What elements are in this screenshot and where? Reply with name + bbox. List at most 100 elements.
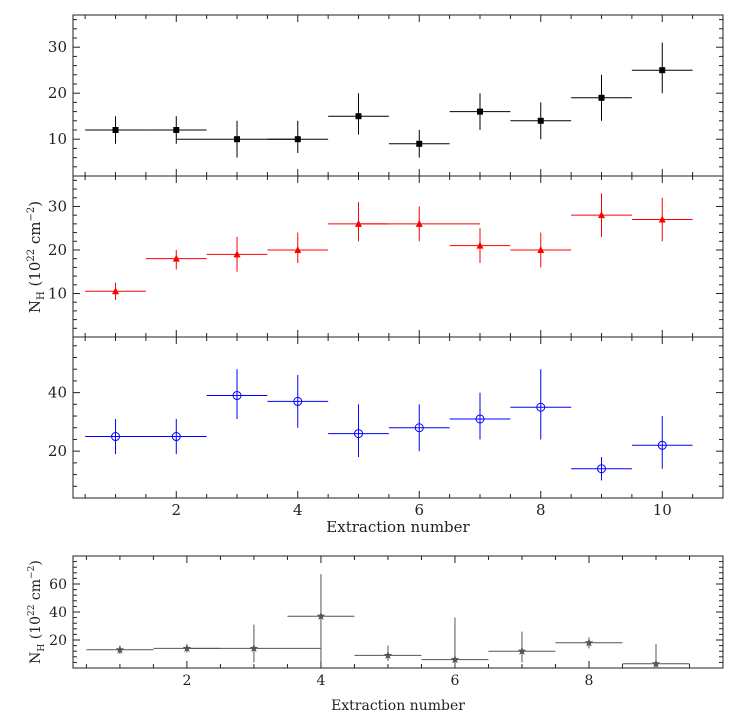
triangle-marker [476, 241, 484, 249]
square-marker [537, 117, 544, 124]
data-point-5 [328, 202, 389, 242]
triangle-marker [415, 219, 423, 227]
xlabel-lower: Extraction number [331, 698, 465, 714]
series-circle [85, 369, 693, 481]
data-point-4 [267, 232, 329, 264]
star-marker [316, 611, 326, 620]
data-point [555, 637, 623, 649]
square-marker [659, 67, 666, 74]
data-point [85, 418, 146, 455]
data-point-10 [631, 197, 693, 242]
data-point [354, 645, 422, 661]
circle-marker [171, 432, 181, 442]
data-point [85, 116, 146, 144]
circle-marker [657, 440, 667, 450]
data-point [388, 404, 450, 452]
x-tick-label: 6 [414, 501, 424, 519]
data-point [388, 130, 450, 158]
y-tick-label: 20 [49, 633, 67, 649]
panel-4-axes: 2 4 6 8 20 40 60 [49, 555, 724, 689]
data-point [186, 624, 321, 663]
triangle-marker [537, 245, 545, 253]
series-square [85, 42, 693, 158]
data-point-3 [206, 236, 268, 272]
y-tick-label: 10 [48, 130, 67, 148]
y-tick-label: 20 [48, 84, 67, 102]
panel-1-axes: 10 20 30 [48, 15, 724, 177]
marks-layer [85, 42, 693, 668]
square-marker [173, 127, 180, 133]
data-point [267, 120, 329, 153]
panel-3-axes: 2 4 6 8 10 20 40 [48, 337, 724, 519]
data-point-7 [449, 228, 511, 264]
panel-4-frame [72, 555, 724, 669]
data-point [328, 93, 389, 135]
panel-2-axes: 10 20 30 [48, 176, 724, 338]
star-marker [450, 655, 460, 664]
data-point-1 [85, 282, 146, 301]
data-point [449, 93, 511, 130]
data-point [571, 457, 632, 481]
star-marker [517, 646, 527, 655]
data-point [510, 102, 572, 140]
data-point [206, 369, 268, 419]
data-point [571, 74, 632, 121]
data-point [631, 42, 693, 94]
square-marker [416, 140, 423, 147]
square-marker [234, 136, 241, 143]
ticks-layer: 10 20 30 10 20 30 2 4 6 8 10 20 40 2 4 6 8 20 40 60 [48, 15, 724, 689]
y-tick-label: 20 [48, 241, 67, 259]
panel-3-frame [72, 336, 724, 499]
data-point-9 [571, 193, 632, 237]
circle-marker [536, 402, 546, 412]
square-marker [355, 113, 362, 120]
triangle-marker [598, 211, 606, 219]
x-tick-label: 10 [653, 501, 672, 519]
data-point-6 [358, 206, 481, 242]
panel-2-frame [72, 175, 724, 338]
data-point [622, 644, 690, 668]
triangle-marker [658, 215, 666, 223]
square-marker [477, 108, 484, 115]
series-triangle [85, 193, 693, 301]
panel-1-frame [72, 14, 724, 177]
data-point-8 [510, 232, 572, 268]
data-point [328, 404, 389, 458]
triangle-marker [112, 287, 120, 295]
y-tick-label: 30 [48, 38, 67, 56]
circle-marker [597, 464, 607, 474]
data-point [631, 416, 693, 469]
y-tick-label: 40 [48, 384, 67, 402]
star-marker [383, 650, 393, 660]
y-tick-label: 20 [48, 442, 67, 460]
data-point [267, 375, 329, 428]
x-tick-label: 4 [293, 501, 303, 519]
data-point [86, 645, 154, 654]
square-marker [294, 136, 301, 143]
circle-marker [414, 423, 424, 433]
y-tick-label: 40 [49, 605, 67, 621]
triangle-marker [172, 254, 180, 262]
data-point-2 [145, 249, 207, 270]
circle-marker [293, 396, 303, 406]
y-tick-label: 10 [48, 284, 67, 302]
data-point [449, 392, 511, 440]
circle-marker [354, 429, 364, 439]
circle-marker [475, 414, 485, 424]
star-marker [651, 659, 661, 668]
x-tick-label: 6 [450, 673, 459, 689]
square-marker [112, 127, 119, 133]
x-tick-label: 2 [171, 501, 181, 519]
data-point [510, 369, 572, 440]
data-point [421, 617, 489, 667]
ylabel-upper: NH (1022 cm−2) [26, 201, 47, 313]
x-tick-label: 4 [316, 673, 325, 689]
star-marker [584, 638, 594, 647]
series-star [86, 574, 690, 668]
star-marker [249, 643, 259, 653]
data-point [488, 631, 556, 663]
triangle-marker [233, 250, 241, 258]
circle-marker [111, 432, 121, 442]
data-point [145, 418, 207, 455]
